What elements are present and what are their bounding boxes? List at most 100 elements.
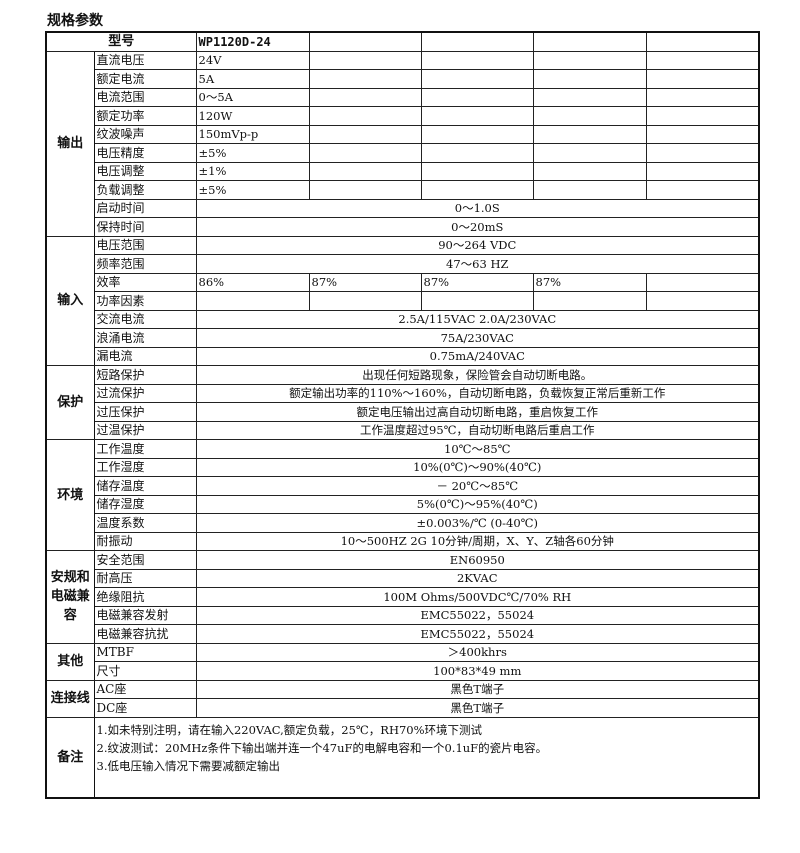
row-label: 过温保护 <box>93 420 197 440</box>
model-value <box>532 31 647 52</box>
table-row: 工作湿度 10%(0℃)～90%(40℃) <box>46 457 760 477</box>
row-label: 电磁兼容发射 <box>93 605 197 625</box>
value-cell: ±0.003%/℃ (0-40℃) <box>195 513 760 533</box>
value-cell: 额定电压输出过高自动切断电路，重启恢复工作 <box>195 402 760 422</box>
value-cell: 工作温度超过95℃，自动切断电路后重启工作 <box>195 420 760 440</box>
value-cell <box>420 180 534 200</box>
table-row: 环境 工作温度 10℃～85℃ <box>45 439 760 551</box>
value-cell <box>308 180 422 200</box>
row-label: 电压范围 <box>93 235 197 255</box>
table-row: 电压调整 ±1% <box>46 161 760 181</box>
row-label: 电磁兼容抗扰 <box>93 624 197 644</box>
row-label: 安全范围 <box>93 550 197 570</box>
spec-table: 型号 WP1120D-24 输出 直流电压 24V 额定电流 5A 电流范围 0～5A 额定功率 1… <box>45 31 761 799</box>
model-row: 型号 WP1120D-24 <box>45 31 760 52</box>
value-cell <box>532 180 647 200</box>
value-cell: 5A <box>195 69 310 89</box>
table-row: 连接线 AC座 黑色T端子 <box>45 679 760 718</box>
row-label: 负载调整 <box>93 180 197 200</box>
value-cell: 120W <box>195 106 310 126</box>
value-cell: 87% <box>308 272 422 292</box>
value-cell: 黑色T端子 <box>195 679 760 699</box>
row-label: 频率范围 <box>93 254 197 274</box>
value-cell <box>308 87 422 107</box>
row-label: 额定电流 <box>93 69 197 89</box>
table-row: 电压精度 ±5% <box>46 143 760 163</box>
table-row: 频率范围 47～63 HZ <box>46 254 760 274</box>
value-cell: 87% <box>420 272 534 292</box>
model-label: 型号 <box>45 31 197 52</box>
value-cell <box>308 69 422 89</box>
table-row: 纹波噪声 150mVp-p <box>46 124 760 144</box>
value-cell <box>532 291 647 311</box>
value-cell <box>420 161 534 181</box>
row-label: DC座 <box>93 698 197 718</box>
table-row: 效率 86% 87% 87% 87% <box>46 272 760 292</box>
value-cell: 0.75mA/240VAC <box>195 346 760 366</box>
value-cell <box>645 161 760 181</box>
section-title: 规格参数 <box>47 13 103 29</box>
table-row: 保持时间 0～20mS <box>46 217 760 237</box>
table-row: 额定功率 120W <box>46 106 760 126</box>
model-value <box>308 31 422 52</box>
note-item: 2.纹波测试：20MHz条件下输出端并连一个47uF的电解电容和一个0.1uF的… <box>96 740 548 755</box>
row-label: 电压精度 <box>93 143 197 163</box>
value-cell <box>420 291 534 311</box>
row-label: 漏电流 <box>93 346 197 366</box>
value-cell: 0～1.0S <box>195 198 760 218</box>
value-cell <box>420 143 534 163</box>
table-row: 保护 短路保护 出现任何短路现象，保险管会自动切断电路。 <box>45 365 760 440</box>
value-cell: ±5% <box>195 180 310 200</box>
value-cell: 75A/230VAC <box>195 328 760 348</box>
value-cell: 86% <box>195 272 310 292</box>
value-cell <box>532 106 647 126</box>
value-cell <box>532 87 647 107</box>
row-label: 温度系数 <box>93 513 197 533</box>
row-label: 短路保护 <box>93 365 197 385</box>
table-row: 其他 MTBF ＞400khrs <box>45 642 760 681</box>
value-cell <box>308 50 422 70</box>
value-cell <box>645 87 760 107</box>
value-cell: 10%(0℃)～90%(40℃) <box>195 457 760 477</box>
table-row: DC座 黑色T端子 <box>46 698 760 718</box>
table-row: 尺寸 100*83*49 mm <box>46 661 760 681</box>
note-item: 3.低电压输入情况下需要减额定输出 <box>96 758 280 773</box>
value-cell <box>420 50 534 70</box>
value-cell: 0～20mS <box>195 217 760 237</box>
row-label: 过流保护 <box>93 383 197 403</box>
table-row: 电磁兼容抗扰 EMC55022，55024 <box>46 624 760 644</box>
model-value <box>420 31 534 52</box>
value-cell: EN60950 <box>195 550 760 570</box>
category-cell: 环境 <box>45 439 95 551</box>
row-label: 工作温度 <box>93 439 197 459</box>
value-cell: 10℃～85℃ <box>195 439 760 459</box>
row-label: 电流范围 <box>93 87 197 107</box>
row-label: MTBF <box>93 642 197 662</box>
row-label: 浪涌电流 <box>93 328 197 348</box>
value-cell <box>195 291 310 311</box>
value-cell <box>308 106 422 126</box>
value-cell: 150mVp-p <box>195 124 310 144</box>
value-cell <box>532 143 647 163</box>
category-cell: 输入 <box>45 235 95 366</box>
category-cell: 连接线 <box>45 679 95 718</box>
table-row: 储存湿度 5%(0℃)～95%(40℃) <box>46 494 760 514</box>
value-cell <box>645 272 760 292</box>
category-cell: 其他 <box>45 642 95 681</box>
value-cell <box>645 180 760 200</box>
table-row: 电磁兼容发射 EMC55022，55024 <box>46 605 760 625</box>
value-cell: 2.5A/115VAC 2.0A/230VAC <box>195 309 760 329</box>
table-row: 额定电流 5A <box>46 69 760 89</box>
table-row: 温度系数 ±0.003%/℃ (0-40℃) <box>46 513 760 533</box>
notes-cell: 1.如未特别注明，请在输入220VAC,额定负载，25℃，RH70%环境下测试 2… <box>93 716 760 798</box>
value-cell: 100M Ohms/500VDC℃/70% RH <box>195 587 760 607</box>
value-cell: 90～264 VDC <box>195 235 760 255</box>
value-cell: 87% <box>532 272 647 292</box>
value-cell: ＞400khrs <box>195 642 760 662</box>
value-cell <box>308 161 422 181</box>
category-cell: 保护 <box>45 365 95 440</box>
value-cell <box>532 69 647 89</box>
category-cell: 安规和电磁兼容 <box>45 550 95 644</box>
table-row: 过压保护 额定电压输出过高自动切断电路，重启恢复工作 <box>46 402 760 422</box>
value-cell: 出现任何短路现象，保险管会自动切断电路。 <box>195 365 760 385</box>
